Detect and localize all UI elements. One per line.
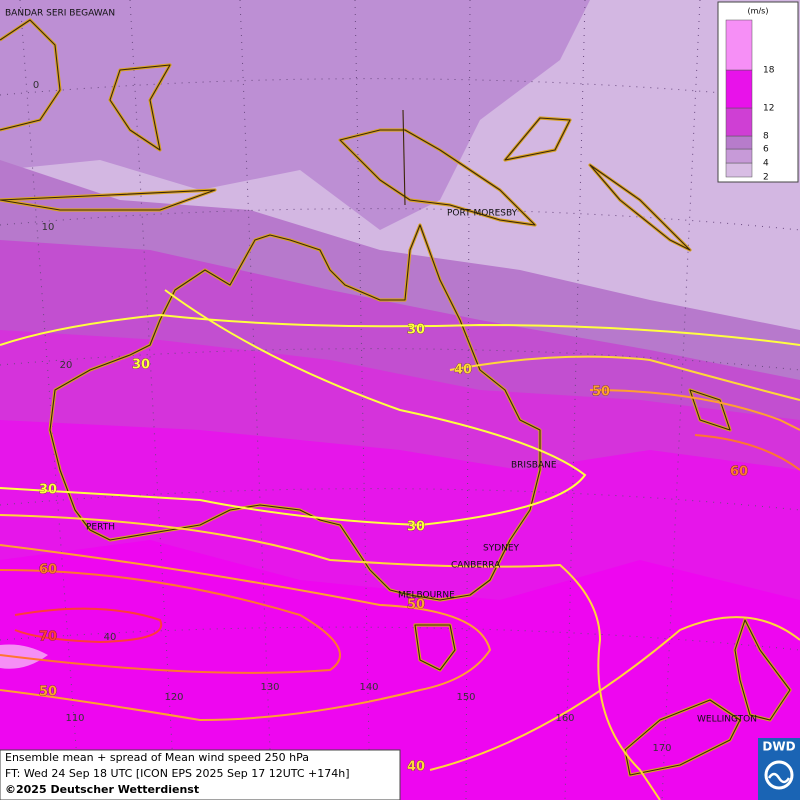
city-label: MELBOURNE [398, 591, 455, 601]
legend-tick-label: 18 [763, 66, 775, 76]
latitude-label: 0 [33, 80, 39, 91]
latitude-label: 10 [42, 222, 55, 233]
city-label: CANBERRA [451, 561, 501, 571]
longitude-label: 120 [164, 692, 183, 703]
legend-band [725, 162, 753, 178]
legend-tick-label: 2 [763, 173, 769, 183]
shade-band [0, 540, 800, 800]
contour-label: 30 [39, 483, 57, 498]
legend-tick-label: 4 [763, 159, 769, 169]
city-label: SYDNEY [483, 544, 520, 554]
contour-label: 30 [407, 323, 425, 338]
legend-band [725, 135, 753, 150]
legend-tick-label: 6 [763, 145, 769, 155]
legend-band [725, 69, 753, 109]
contour-label: 70 [39, 630, 57, 645]
legend-band [725, 148, 753, 164]
legend-band [725, 19, 753, 71]
contours [0, 289, 800, 800]
legend: (m/s) 2 4 6 8 12 18 [717, 1, 799, 183]
contour-label: 50 [39, 685, 57, 700]
legend-bands: 2 4 6 8 12 18 [725, 19, 775, 183]
longitude-label: 130 [260, 682, 279, 693]
contour-label: 50 [592, 385, 610, 400]
longitude-label: 150 [456, 692, 475, 703]
city-label: BANDAR SERI BEGAWAN [5, 9, 115, 19]
shade-spot [0, 644, 48, 669]
contour-label: 30 [132, 358, 150, 373]
logo-wave [767, 772, 791, 784]
coastlines [0, 18, 792, 777]
contour-label: 30 [407, 520, 425, 535]
footer-title: Ensemble mean + spread of Mean wind spee… [5, 751, 309, 764]
contour-label: 50 [407, 598, 425, 613]
logo-box [758, 738, 800, 800]
contour-label: 40 [454, 363, 472, 378]
city-label: PERTH [86, 523, 115, 533]
footer-box [0, 749, 401, 800]
longitude-label: 140 [359, 682, 378, 693]
logo-icon [764, 760, 794, 790]
city-label: WELLINGTON [697, 715, 757, 725]
legend-band [725, 107, 753, 137]
longitude-label: 170 [652, 743, 671, 754]
shade-band [0, 0, 590, 230]
legend-tick-label: 12 [763, 104, 774, 114]
longitude-label: 160 [555, 713, 574, 724]
logo-text: DWD [762, 740, 795, 754]
latitude-label: 20 [60, 360, 73, 371]
footer-copyright: ©2025 Deutscher Wetterdienst [5, 783, 199, 796]
labels: BANDAR SERI BEGAWAN PORT MORESBY BRISBANE P… [5, 9, 757, 775]
contour-label: 40 [407, 760, 425, 775]
legend-unit: (m/s) [748, 7, 769, 16]
footer-forecast: FT: Wed 24 Sep 18 UTC [ICON EPS 2025 Sep… [5, 767, 350, 780]
city-label: PORT MORESBY [447, 209, 518, 219]
contour-label: 60 [730, 465, 748, 480]
legend-tick-label: 8 [763, 132, 769, 142]
longitude-label: 110 [65, 713, 84, 724]
contour-label: 60 [39, 563, 57, 578]
latitude-label: 40 [104, 632, 117, 643]
city-label: BRISBANE [511, 461, 557, 471]
